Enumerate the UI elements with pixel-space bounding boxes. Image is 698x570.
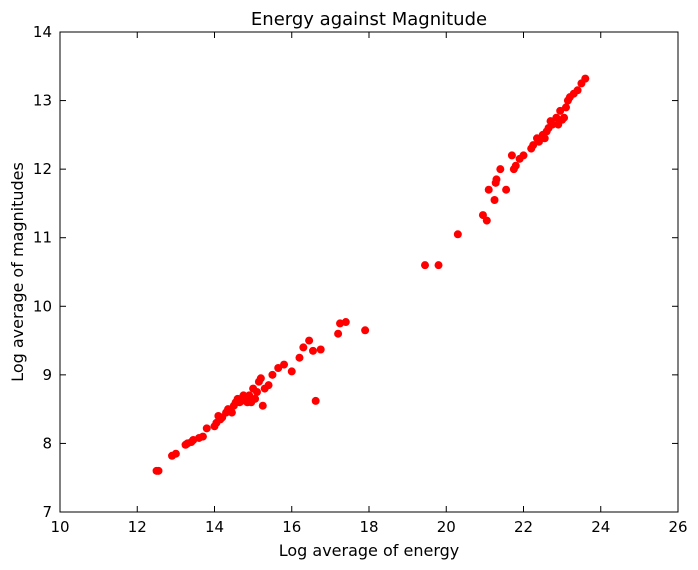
data-point — [280, 360, 289, 369]
data-point — [251, 394, 260, 403]
x-axis-label: Log average of energy — [279, 541, 460, 560]
data-point — [496, 165, 505, 174]
x-tick-label: 12 — [128, 518, 147, 536]
x-tick-label: 26 — [668, 518, 687, 536]
y-tick-label: 12 — [33, 160, 52, 178]
data-point — [484, 185, 493, 194]
data-point — [154, 466, 163, 475]
x-tick-label: 22 — [514, 518, 533, 536]
data-point — [560, 113, 569, 122]
data-point — [507, 151, 516, 160]
data-point — [519, 151, 528, 160]
data-point — [264, 381, 273, 390]
data-point — [227, 408, 236, 417]
data-point — [299, 343, 308, 352]
x-tick-label: 14 — [205, 518, 224, 536]
data-point — [198, 432, 207, 441]
data-point — [308, 346, 317, 355]
x-axis: 10 12 14 16 18 20 22 24 26 — [50, 32, 688, 536]
x-tick-label: 10 — [50, 518, 69, 536]
x-tick-label: 20 — [437, 518, 456, 536]
data-point — [556, 106, 565, 115]
data-point — [252, 388, 261, 396]
data-point — [341, 318, 350, 327]
data-point — [202, 424, 211, 433]
y-tick-label: 7 — [42, 503, 52, 521]
data-point — [361, 326, 370, 335]
data-point — [529, 141, 538, 150]
x-tick-label: 18 — [359, 518, 378, 536]
data-point — [540, 134, 549, 143]
data-point — [581, 74, 590, 83]
data-points — [152, 74, 590, 475]
y-tick-label: 14 — [33, 23, 52, 41]
data-point — [274, 364, 283, 372]
data-point — [453, 230, 462, 239]
x-tick-label: 24 — [591, 518, 610, 536]
y-tick-label: 11 — [33, 229, 52, 247]
data-point — [171, 449, 180, 458]
data-point — [548, 120, 557, 129]
data-point — [482, 216, 491, 225]
data-point — [316, 345, 325, 354]
data-point — [434, 261, 443, 270]
data-point — [502, 185, 511, 194]
data-point — [311, 396, 320, 405]
y-axis-label: Log average of magnitudes — [8, 162, 27, 382]
data-point — [258, 401, 267, 410]
y-tick-label: 13 — [33, 92, 52, 110]
data-point — [511, 161, 520, 170]
data-point — [334, 329, 343, 338]
data-point — [295, 353, 304, 362]
data-point — [534, 137, 543, 146]
y-axis: 7 8 9 10 11 12 13 14 — [33, 23, 678, 521]
y-tick-label: 9 — [42, 366, 52, 384]
data-point — [268, 370, 277, 379]
data-point — [245, 391, 254, 400]
data-point — [256, 374, 265, 383]
y-tick-label: 8 — [42, 434, 52, 452]
data-point — [421, 261, 430, 270]
plot-frame — [59, 31, 679, 513]
data-point — [490, 196, 499, 204]
chart-title: Energy against Magnitude — [251, 9, 487, 30]
data-point — [492, 175, 501, 184]
data-point — [305, 336, 314, 345]
x-tick-label: 16 — [282, 518, 301, 536]
data-point — [561, 103, 570, 112]
data-point — [573, 86, 582, 95]
y-tick-label: 10 — [33, 297, 52, 315]
data-point — [287, 367, 296, 376]
